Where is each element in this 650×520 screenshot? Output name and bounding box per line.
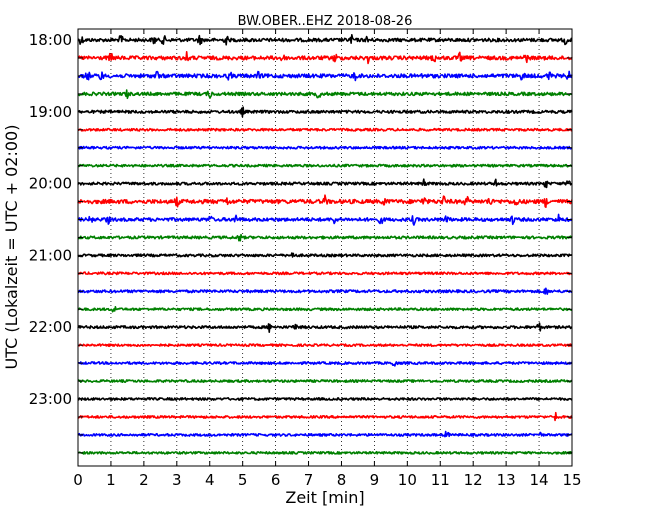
trace-line [77,450,573,455]
x-tick-label: 13 [497,471,516,489]
x-ticks: 0 1 2 3 4 5 6 7 8 9 10 11 12 13 14 15 [73,29,582,489]
trace-line [77,379,573,384]
grid-lines [110,29,540,466]
y-tick-label: 21:00 [29,246,72,264]
trace-line [77,343,573,348]
trace-line [77,213,573,226]
trace-line [77,287,573,295]
x-tick-label: 9 [370,471,380,489]
chart-title: BW.OBER..EHZ 2018-08-26 [238,14,413,29]
x-tick-label: 12 [464,471,483,489]
x-tick-label: 6 [271,471,281,489]
trace-line [77,178,573,189]
x-tick-label: 1 [106,471,116,489]
y-tick-label: 22:00 [29,318,72,336]
trace-line [77,51,573,65]
trace-line [77,252,573,258]
x-tick-label: 4 [205,471,215,489]
trace-line [77,163,573,168]
trace-line [77,233,573,242]
trace-line [77,361,573,367]
trace-line [77,411,573,422]
y-tick-label: 18:00 [29,31,72,49]
x-tick-label: 5 [238,471,248,489]
x-tick-label: 8 [337,471,347,489]
trace-line [77,271,573,276]
traces [77,34,573,455]
trace-line [77,127,573,132]
trace-line [77,194,573,208]
x-tick-label: 7 [304,471,314,489]
x-tick-label: 10 [398,471,417,489]
trace-line [77,397,573,401]
trace-line [77,106,573,118]
trace-line [77,34,573,46]
plot-frame [77,28,573,467]
trace-line [77,305,573,313]
trace-line [77,89,573,100]
x-tick-label: 2 [139,471,149,489]
x-tick-label: 3 [172,471,182,489]
x-tick-label: 11 [431,471,450,489]
trace-line [77,70,573,82]
y-tick-label: 23:00 [29,390,72,408]
trace-line [77,430,573,438]
trace-line [77,322,573,333]
y-tick-label: 20:00 [29,175,72,193]
x-axis-label: Zeit [min] [285,488,364,507]
x-tick-label: 14 [530,471,549,489]
y-ticks: 18:00 19:00 20:00 21:00 22:00 23:00 [29,31,572,454]
y-axis-label: UTC (Lokalzeit = UTC + 02:00) [2,125,21,370]
trace-line [77,145,573,150]
x-tick-label: 15 [562,471,581,489]
x-tick-label: 0 [73,471,83,489]
y-tick-label: 19:00 [29,103,72,121]
